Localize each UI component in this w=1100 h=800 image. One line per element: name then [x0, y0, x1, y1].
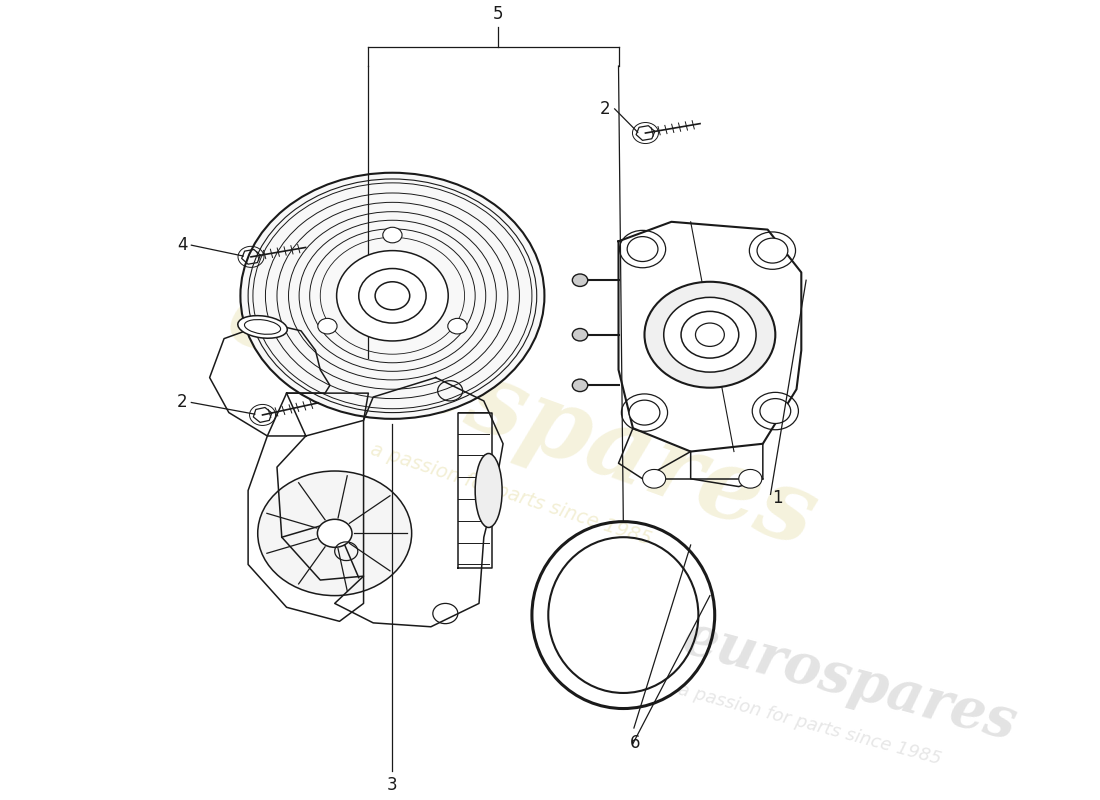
Circle shape: [663, 298, 756, 372]
Text: 2: 2: [601, 100, 610, 118]
Text: 5: 5: [493, 6, 504, 23]
Text: a passion for parts since 1985: a passion for parts since 1985: [676, 680, 944, 768]
Ellipse shape: [238, 316, 287, 338]
Circle shape: [241, 173, 544, 419]
Text: 4: 4: [177, 236, 187, 254]
Circle shape: [383, 227, 402, 243]
Circle shape: [760, 398, 791, 423]
Circle shape: [448, 318, 468, 334]
Circle shape: [375, 282, 409, 310]
Circle shape: [627, 237, 658, 262]
Circle shape: [681, 311, 739, 358]
Circle shape: [318, 519, 352, 547]
Circle shape: [337, 250, 448, 341]
Text: 1: 1: [772, 490, 783, 507]
Circle shape: [572, 379, 587, 391]
Circle shape: [257, 471, 411, 596]
Circle shape: [572, 329, 587, 341]
Text: eurospares: eurospares: [676, 610, 1022, 752]
Circle shape: [642, 470, 666, 488]
Circle shape: [739, 470, 762, 488]
Text: 2: 2: [177, 394, 187, 411]
Circle shape: [629, 400, 660, 425]
Circle shape: [645, 282, 775, 388]
Text: a passion for parts since 1985: a passion for parts since 1985: [368, 440, 654, 549]
Circle shape: [572, 274, 587, 286]
Circle shape: [757, 238, 788, 263]
Text: eurospares: eurospares: [214, 266, 829, 568]
Text: 3: 3: [387, 776, 398, 794]
Text: 6: 6: [629, 734, 640, 752]
Ellipse shape: [475, 454, 502, 527]
Circle shape: [318, 318, 337, 334]
